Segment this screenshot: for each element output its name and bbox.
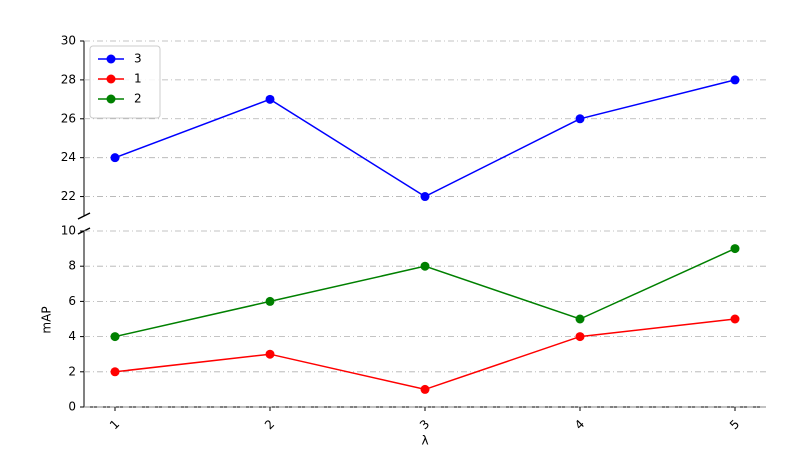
data-point — [575, 114, 585, 124]
x-tick-label: 3 — [417, 417, 432, 432]
y-tick-label: 30 — [61, 34, 76, 48]
x-tick-label: 4 — [572, 417, 587, 432]
data-point — [265, 349, 275, 359]
x-tick-label: 5 — [727, 417, 742, 432]
y-tick-label: 4 — [68, 329, 76, 343]
series-line — [114, 318, 736, 391]
x-tick-label: 2 — [262, 417, 277, 432]
y-tick-label: 6 — [68, 294, 76, 308]
y-tick-label: 2 — [68, 364, 76, 378]
data-point — [265, 94, 275, 104]
data-point — [110, 367, 120, 377]
data-point — [265, 296, 275, 306]
legend: 3 1 2 — [89, 45, 161, 119]
y-tick-label: 8 — [68, 259, 76, 273]
y-tick-label: 10 — [61, 224, 76, 238]
legend-marker — [106, 74, 116, 84]
y-tick-label: 0 — [68, 400, 76, 414]
y-axis-label: mAP — [40, 306, 54, 333]
data-point — [730, 244, 740, 254]
y-tick-label: 26 — [61, 111, 76, 125]
data-point — [730, 75, 740, 85]
data-point — [110, 332, 120, 342]
legend-label: 2 — [134, 92, 142, 106]
data-point — [730, 314, 740, 324]
data-point — [420, 261, 430, 271]
x-axis-label: λ — [421, 434, 428, 448]
legend-label: 3 — [134, 52, 142, 66]
legend-marker — [106, 54, 116, 64]
break-mark — [77, 212, 91, 220]
data-point — [420, 192, 430, 202]
y-tick-label: 24 — [61, 150, 76, 164]
y-tick-label: 22 — [61, 189, 76, 203]
data-point — [575, 314, 585, 324]
legend-box — [89, 45, 161, 119]
x-tick-label: 1 — [107, 417, 122, 432]
legend-marker — [106, 94, 116, 104]
data-point — [575, 332, 585, 342]
data-point — [420, 384, 430, 394]
data-point — [110, 153, 120, 163]
y-tick-label: 28 — [61, 72, 76, 86]
legend-label: 1 — [134, 72, 142, 86]
series-line — [114, 79, 736, 198]
